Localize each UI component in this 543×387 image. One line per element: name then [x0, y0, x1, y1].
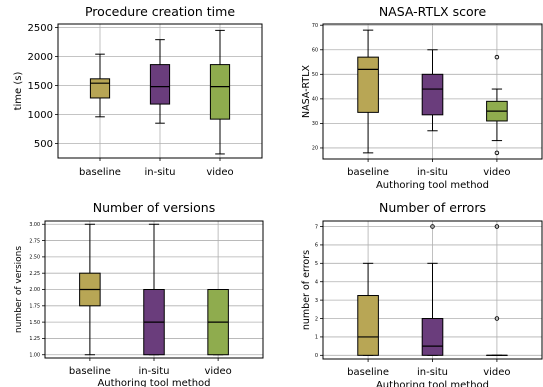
- y-axis-label: NASA-RTLX: [301, 64, 312, 118]
- x-tick-label: in-situ: [139, 366, 170, 377]
- y-tick-label: 60: [312, 47, 318, 53]
- box-body: [89, 78, 111, 99]
- box-body: [421, 318, 444, 356]
- y-tick-label: 2.00: [29, 287, 40, 293]
- x-axis-label: Authoring tool method: [97, 378, 210, 387]
- x-tick-label: in-situ: [417, 367, 448, 378]
- box-baseline: [79, 223, 101, 356]
- y-tick-label: 5: [315, 261, 318, 267]
- x-tick-label: video: [483, 167, 510, 178]
- y-tick-label: 40: [312, 97, 318, 103]
- box-video: [486, 54, 508, 156]
- x-tick-label: video: [204, 366, 231, 377]
- y-tick-label: 30: [312, 121, 318, 127]
- box-body: [421, 73, 444, 116]
- outlier-point: [430, 224, 435, 229]
- y-tick-label: 6: [315, 243, 318, 249]
- y-tick-label: 2.25: [29, 271, 40, 277]
- x-tick-label: baseline: [347, 167, 389, 178]
- y-tick-label: 500: [34, 139, 53, 150]
- x-axis-label: Authoring tool method: [376, 380, 489, 387]
- y-tick-label: 1.00: [29, 352, 40, 358]
- y-tick-label: 0: [315, 353, 318, 359]
- box-in-situ: [143, 223, 165, 356]
- y-axis-label: number of versions: [14, 246, 24, 333]
- y-tick-label: 2.50: [29, 255, 40, 261]
- chart-panel-1: Procedure creation time 500 1000 1500 2000 25…: [13, 4, 263, 178]
- y-tick-label: 50: [312, 72, 318, 78]
- chart-panel-2: NASA-RTLX score 20 30 40 50 60 70 baseline in-si…: [301, 4, 543, 191]
- y-tick-label: 1.25: [29, 336, 40, 342]
- box-body: [209, 64, 231, 120]
- x-tick-label: baseline: [347, 367, 389, 378]
- box-baseline: [357, 29, 379, 154]
- outlier-point: [494, 224, 500, 229]
- x-tick-label: baseline: [79, 167, 121, 178]
- outlier-point: [494, 54, 500, 60]
- outlier-point: [494, 150, 500, 156]
- box-body: [357, 56, 379, 113]
- y-tick-label: 1.75: [29, 303, 40, 309]
- box-body: [149, 64, 171, 105]
- y-tick-label: 4: [315, 279, 318, 285]
- y-axis-label: number of errors: [301, 250, 312, 330]
- chart-title: NASA-RTLX score: [379, 4, 487, 19]
- y-tick-label: 1: [315, 335, 318, 341]
- y-tick-label: 2: [315, 316, 318, 322]
- chart-title: Procedure creation time: [85, 4, 235, 19]
- x-tick-label: video: [206, 167, 233, 178]
- chart-panel-4: Number of errors 0 1 2 3 4 5 6 7 baseline in-situ v…: [301, 200, 543, 387]
- x-tick-label: baseline: [69, 366, 111, 377]
- y-tick-label: 70: [312, 23, 318, 29]
- y-tick-label: 20: [312, 146, 318, 152]
- box-video: [486, 224, 508, 356]
- box-baseline: [357, 262, 379, 356]
- x-tick-label: in-situ: [417, 167, 448, 178]
- y-tick-label: 1.50: [29, 320, 40, 326]
- box-in-situ: [149, 39, 171, 124]
- y-tick-label: 7: [315, 224, 318, 230]
- box-body: [357, 295, 379, 356]
- y-tick-label: 1500: [28, 81, 53, 92]
- chart-title: Number of versions: [93, 200, 216, 215]
- box-in-situ: [421, 49, 444, 132]
- x-tick-label: in-situ: [145, 167, 176, 178]
- y-tick-label: 2000: [28, 52, 53, 63]
- box-baseline: [89, 53, 111, 118]
- y-tick-label: 3.00: [29, 222, 40, 228]
- box-video: [207, 289, 229, 356]
- y-tick-label: 1000: [28, 110, 53, 121]
- x-tick-label: video: [483, 367, 510, 378]
- x-axis-label: Authoring tool method: [376, 180, 489, 191]
- chart-title: Number of errors: [379, 200, 486, 215]
- y-axis-label: time (s): [13, 72, 24, 111]
- box-in-situ: [421, 224, 444, 356]
- chart-panel-3: Number of versions 1.00 1.25 1.50 1.75 2.00 2.…: [14, 200, 264, 387]
- y-tick-label: 3: [315, 298, 318, 304]
- y-tick-label: 2500: [28, 23, 53, 34]
- y-tick-label: 2.75: [29, 238, 40, 244]
- outlier-point: [494, 316, 500, 321]
- box-video: [209, 29, 231, 155]
